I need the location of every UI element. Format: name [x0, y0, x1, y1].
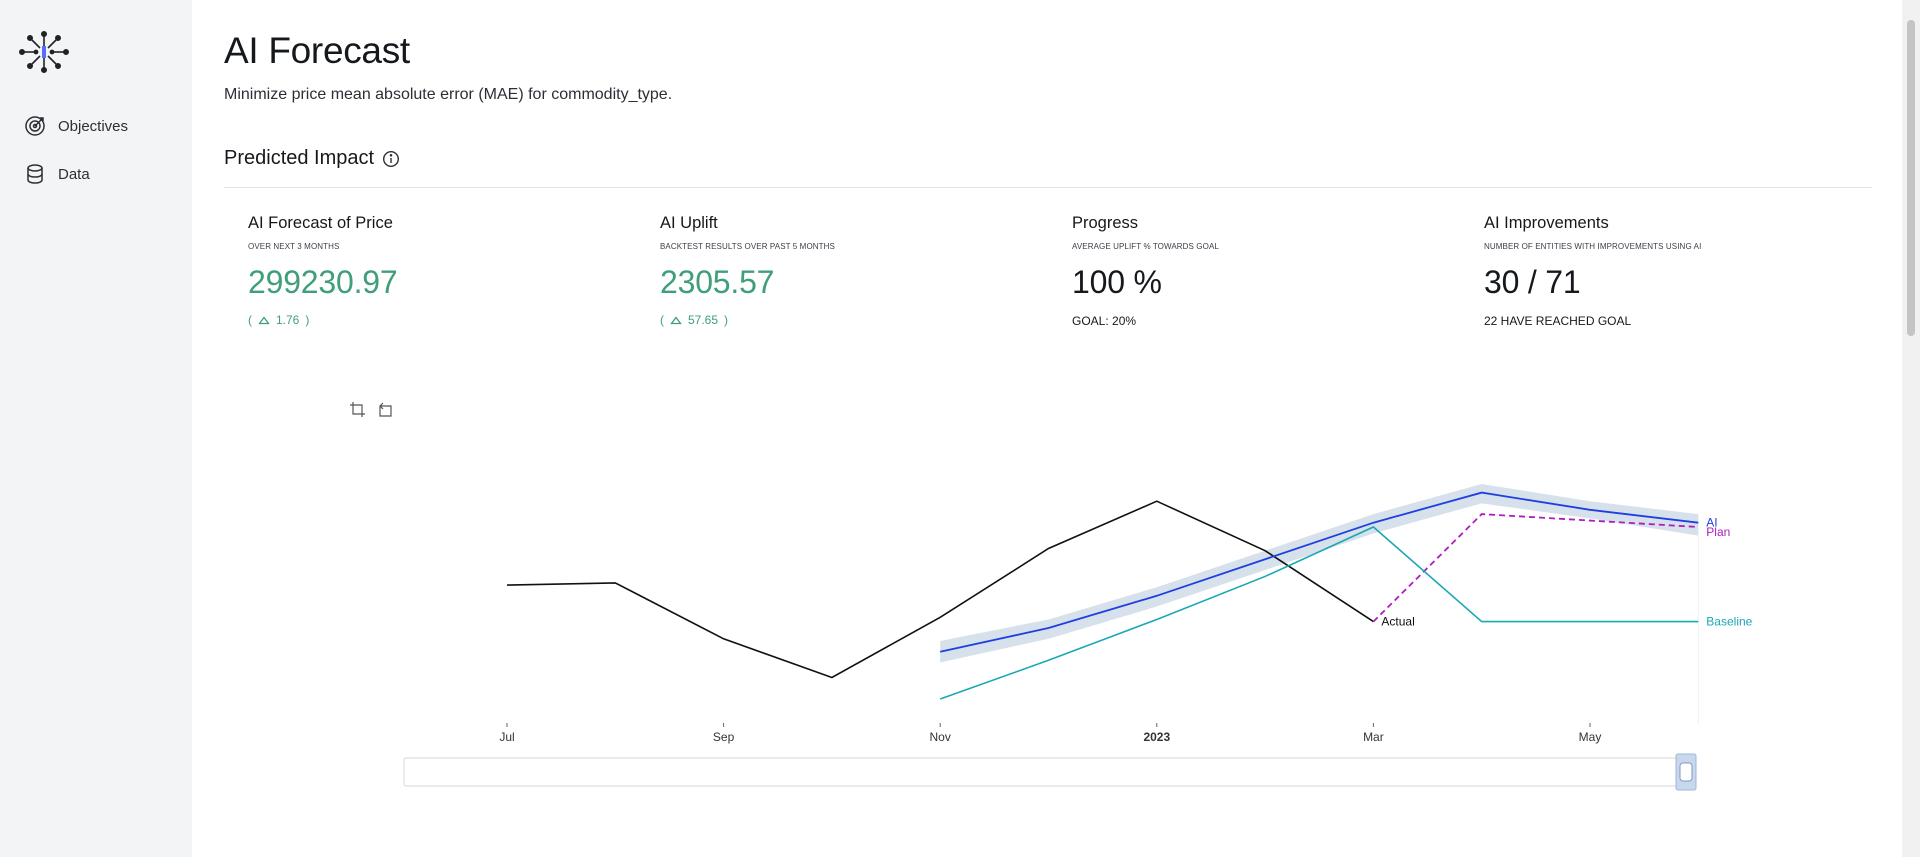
database-icon — [24, 163, 46, 185]
sidebar-item-objectives[interactable]: Objectives — [24, 113, 128, 139]
section-title: Predicted Impact — [224, 147, 400, 170]
scrollbar-thumb[interactable] — [1907, 20, 1915, 336]
card-title: AI Uplift — [660, 214, 718, 232]
series-end-label-plan: Plan — [1706, 525, 1730, 539]
x-tick-label: Jul — [499, 730, 514, 744]
x-tick-label: Mar — [1363, 730, 1384, 744]
card-value: 299230.97 — [248, 264, 398, 300]
ai-confidence-band — [940, 484, 1699, 663]
chart-toolbox — [349, 401, 394, 418]
page-subtitle: Minimize price mean absolute error (MAE)… — [224, 86, 673, 103]
arrow-up-icon — [258, 316, 270, 325]
series-line-baseline — [939, 526, 1699, 700]
metric-card-progress: Progress AVERAGE UPLIFT % TOWARDS GOAL 1… — [1072, 214, 1472, 328]
card-subtitle: OVER NEXT 3 MONTHS — [248, 242, 340, 251]
paren-open: ( — [248, 313, 252, 327]
paren-close: ) — [724, 313, 729, 327]
sidebar-item-data[interactable]: Data — [24, 161, 90, 187]
x-tick-label: Sep — [713, 730, 735, 744]
series-line-plan — [1372, 513, 1699, 623]
card-value: 100 % — [1072, 264, 1162, 300]
x-tick-label: 2023 — [1143, 730, 1170, 744]
delta-value: 57.65 — [688, 313, 719, 327]
card-value: 2305.57 — [660, 264, 775, 300]
card-delta: ( 57.65 ) — [660, 313, 1060, 327]
arrow-up-icon — [670, 316, 682, 325]
x-tick-label: Nov — [930, 730, 951, 744]
card-title: AI Improvements — [1484, 214, 1609, 232]
metric-card-ai-forecast: AI Forecast of Price OVER NEXT 3 MONTHS … — [248, 214, 648, 327]
card-delta: ( 1.76 ) — [248, 313, 648, 327]
paren-open: ( — [660, 313, 664, 327]
sidebar-item-label: Objectives — [58, 117, 129, 135]
x-tick-label: May — [1579, 730, 1602, 744]
section-title-text: Predicted Impact — [224, 147, 375, 169]
app-logo-icon[interactable] — [18, 30, 70, 74]
info-icon[interactable] — [382, 150, 400, 168]
target-icon — [24, 115, 46, 137]
zoom-reset-icon[interactable] — [377, 401, 394, 418]
sidebar: Objectives Data — [0, 0, 192, 857]
zoom-select-icon[interactable] — [349, 401, 366, 418]
main-content: AI Forecast Minimize price mean absolute… — [224, 0, 1872, 857]
page-title: AI Forecast — [224, 30, 410, 71]
zoom-slider-track — [403, 757, 1697, 787]
delta-value: 1.76 — [276, 313, 300, 327]
card-note: GOAL: 20% — [1072, 314, 1137, 328]
card-subtitle: BACKTEST RESULTS OVER PAST 5 MONTHS — [660, 242, 835, 251]
series-end-label-actual: Actual — [1381, 615, 1414, 629]
series-line-ai — [940, 491, 1699, 653]
zoom-slider-grip — [1679, 762, 1693, 782]
metric-card-ai-uplift: AI Uplift BACKTEST RESULTS OVER PAST 5 M… — [660, 214, 1060, 327]
card-title: Progress — [1072, 214, 1139, 232]
series-end-label-ai: AI — [1706, 516, 1717, 530]
series-end-label-baseline: Baseline — [1706, 615, 1752, 629]
paren-close: ) — [305, 313, 310, 327]
card-title: AI Forecast of Price — [248, 214, 393, 232]
card-value: 30 / 71 — [1484, 264, 1581, 300]
card-note: 22 HAVE REACHED GOAL — [1484, 314, 1632, 328]
card-subtitle: NUMBER OF ENTITIES WITH IMPROVEMENTS USI… — [1484, 242, 1702, 251]
card-subtitle: AVERAGE UPLIFT % TOWARDS GOAL — [1072, 242, 1219, 251]
metric-card-ai-improvements: AI Improvements NUMBER OF ENTITIES WITH … — [1484, 214, 1884, 328]
section-divider — [224, 187, 1872, 188]
series-line-actual — [506, 500, 1374, 679]
page-scrollbar[interactable] — [1902, 0, 1920, 857]
sidebar-item-label: Data — [58, 165, 90, 183]
